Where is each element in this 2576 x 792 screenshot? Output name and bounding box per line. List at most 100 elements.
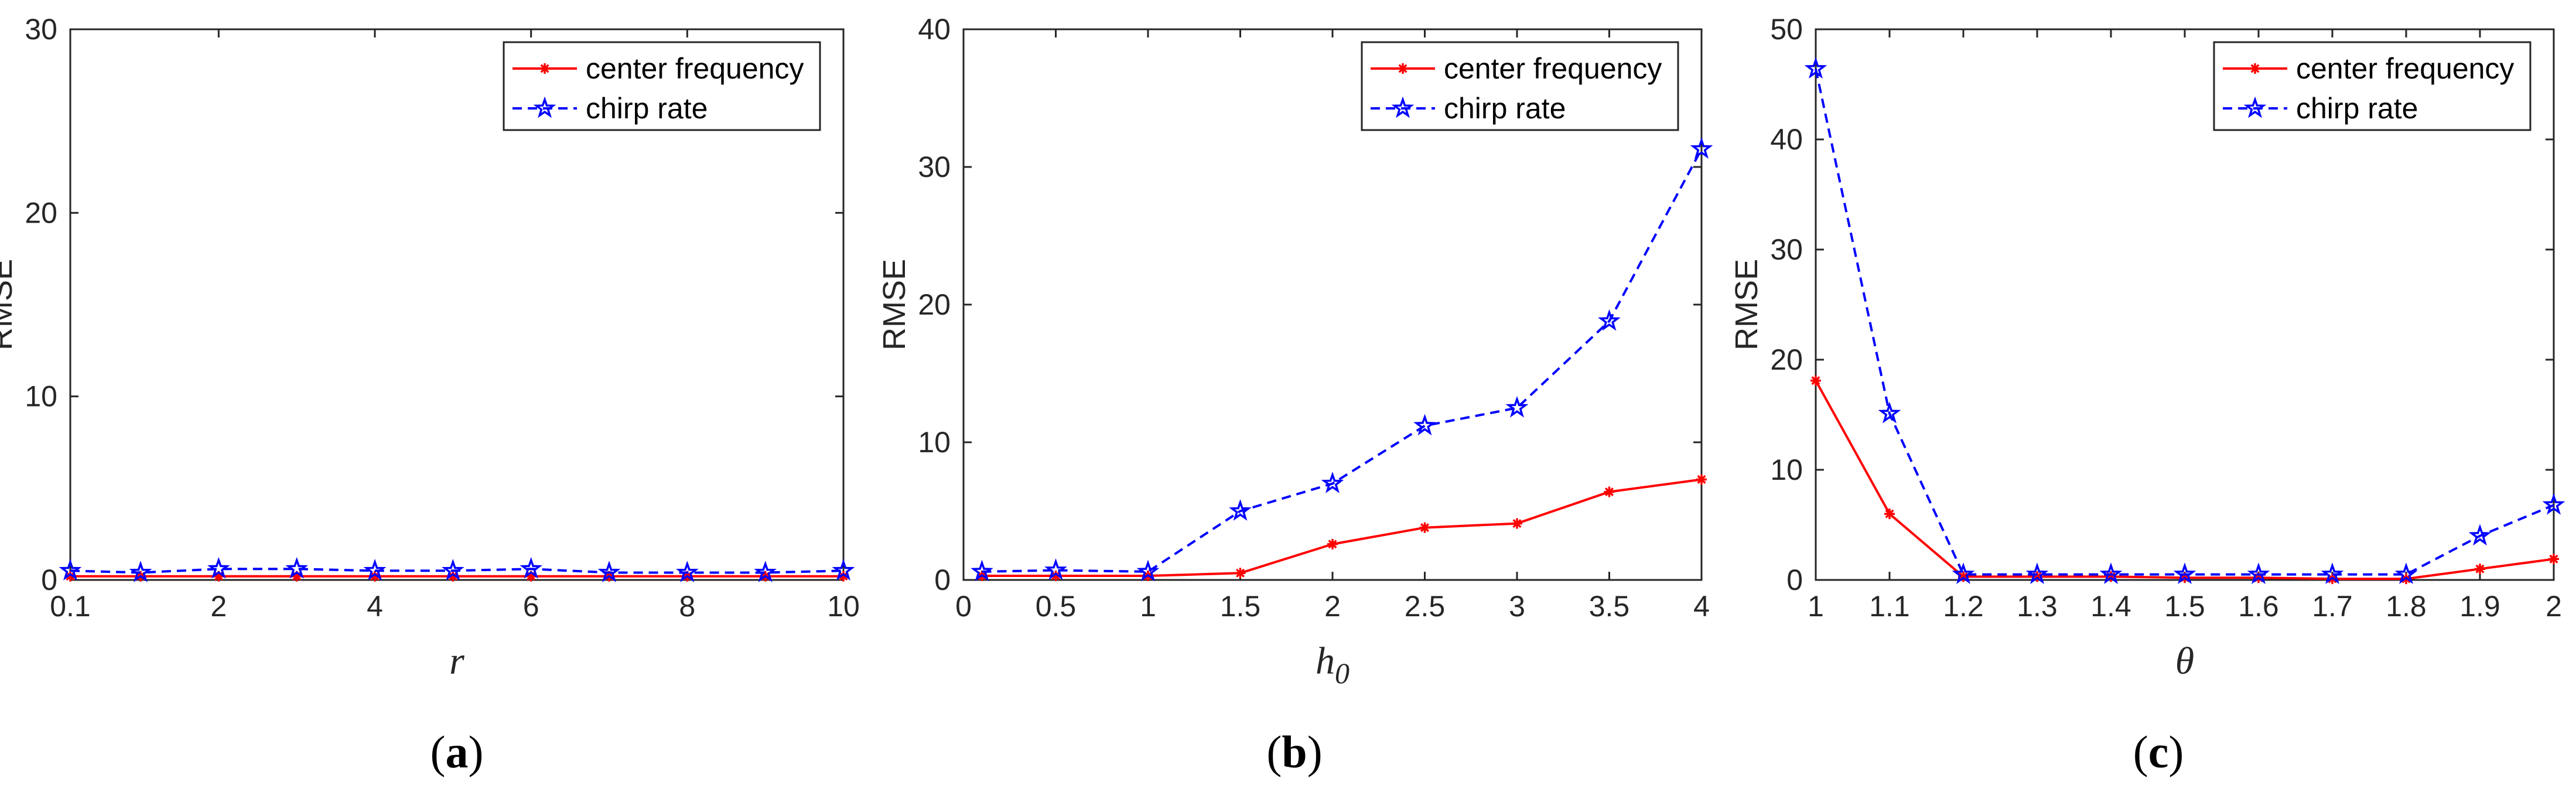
y-tick-label: 10 [25, 380, 57, 413]
data-point [1804, 57, 1827, 79]
caption-close-paren: ) [1307, 726, 1323, 777]
x-tick-label: 3.5 [1589, 590, 1630, 623]
legend-box [2213, 41, 2531, 131]
x-tick-label: 1.4 [2090, 590, 2131, 623]
data-point [1229, 499, 1252, 521]
data-point [1505, 395, 1529, 418]
data-point [1690, 137, 1713, 159]
caption-letter: a [446, 726, 469, 777]
y-tick-label: 20 [918, 288, 951, 321]
series-line [1815, 69, 2554, 576]
series-chirp-rate [1804, 57, 2565, 585]
plot-area [69, 28, 845, 581]
legend-label: chirp rate [586, 92, 708, 125]
x-tick-label: 1.5 [2164, 590, 2205, 623]
x-tick-label: 1.8 [2386, 590, 2427, 623]
data-point [2475, 564, 2485, 575]
data-point [1810, 375, 1821, 386]
data-point [1327, 538, 1338, 549]
caption-letter: c [2148, 726, 2169, 777]
legend-label: chirp rate [2296, 92, 2418, 125]
legend-marker [1398, 63, 1408, 74]
y-tick-label: 30 [25, 13, 57, 46]
series-center-frequency [1810, 375, 2559, 585]
series-line [1815, 380, 2554, 581]
legend-marker [2243, 96, 2267, 118]
x-tick-label: 4 [367, 590, 383, 623]
legend: center frequency chirp rate [2213, 41, 2531, 131]
data-point [207, 557, 230, 579]
legend-box [503, 41, 821, 131]
x-tick-label: 1.6 [2238, 590, 2279, 623]
caption-open-paren: ( [431, 726, 446, 777]
legend-label: center frequency [586, 52, 804, 85]
data-point [754, 561, 777, 582]
y-tick-label: 10 [918, 426, 951, 459]
legend-marker [2250, 63, 2260, 74]
legend-label: chirp rate [1444, 92, 1566, 125]
data-point [1136, 559, 1160, 582]
data-point [1878, 401, 1901, 424]
x-axis-label: h0 [1316, 640, 1350, 689]
x-tick-label: 2 [210, 590, 227, 623]
x-tick-label: 1.7 [2312, 590, 2353, 623]
x-tick-label: 2.5 [1405, 590, 1446, 623]
x-axis-label-main: h [1316, 640, 1335, 682]
y-axis-label: RMSE [1729, 259, 1764, 350]
panel-caption: (c) [2133, 726, 2184, 777]
x-tick-label: 0.5 [1036, 590, 1077, 623]
legend: center frequency chirp rate [503, 41, 821, 131]
series-line [70, 568, 844, 574]
caption-letter: b [1282, 726, 1307, 777]
data-point [1321, 472, 1344, 493]
panel-caption: (a) [431, 726, 484, 777]
x-tick-label: 2 [2546, 590, 2562, 623]
x-axis-label-main: θ [2175, 640, 2194, 682]
caption-open-paren: ( [2133, 726, 2148, 777]
chart-panel-c: 1 1.1 1.2 1.3 1.4 1.5 1.6 1.7 1.8 1.9 201020304050… [1729, 13, 2565, 777]
data-point [1235, 568, 1246, 579]
data-point [2321, 562, 2344, 585]
y-tick-label: 40 [918, 13, 951, 46]
data-point [2394, 562, 2418, 585]
data-point [1696, 474, 1707, 485]
legend-marker [533, 96, 556, 118]
data-point [2468, 524, 2492, 546]
data-point [285, 557, 308, 579]
x-tick-label: 3 [1509, 590, 1525, 623]
x-tick-label: 8 [679, 590, 695, 623]
x-tick-label: 1.3 [2017, 590, 2058, 623]
y-tick-label: 0 [1786, 564, 1803, 596]
x-axis-label: θ [2175, 640, 2194, 682]
data-point [1604, 486, 1615, 497]
data-point [1419, 522, 1430, 533]
x-tick-label: 1.2 [1943, 590, 1984, 623]
data-point [971, 559, 993, 582]
series-chirp-rate [971, 137, 1713, 582]
y-tick-label: 20 [25, 196, 57, 229]
data-point [2099, 562, 2123, 585]
data-point [2542, 493, 2565, 515]
data-point [129, 561, 152, 582]
legend-marker [1391, 96, 1415, 118]
legend-label: center frequency [1444, 52, 1662, 85]
data-point [2025, 562, 2049, 585]
legend-box [1361, 41, 1679, 131]
x-tick-label: 2 [1324, 590, 1341, 623]
data-point [676, 561, 699, 582]
x-tick-label: 1.5 [1220, 590, 1261, 623]
y-tick-label: 20 [1770, 343, 1803, 376]
data-point [2247, 562, 2270, 585]
x-tick-label: 6 [523, 590, 539, 623]
series-center-frequency [976, 474, 1707, 581]
caption-open-paren: ( [1266, 726, 1282, 777]
chart-panel-a: 0.1 2 4 6 8 10 0 10 20 30 RMSE r center frequency chi… [0, 13, 860, 777]
legend-label: center frequency [2296, 52, 2514, 85]
caption-close-paren: ) [2168, 726, 2184, 777]
legend: center frequency chirp rate [1361, 41, 1679, 131]
y-axis-label: RMSE [0, 259, 19, 350]
y-tick-label: 30 [918, 151, 951, 183]
x-axis-label: r [449, 640, 464, 682]
